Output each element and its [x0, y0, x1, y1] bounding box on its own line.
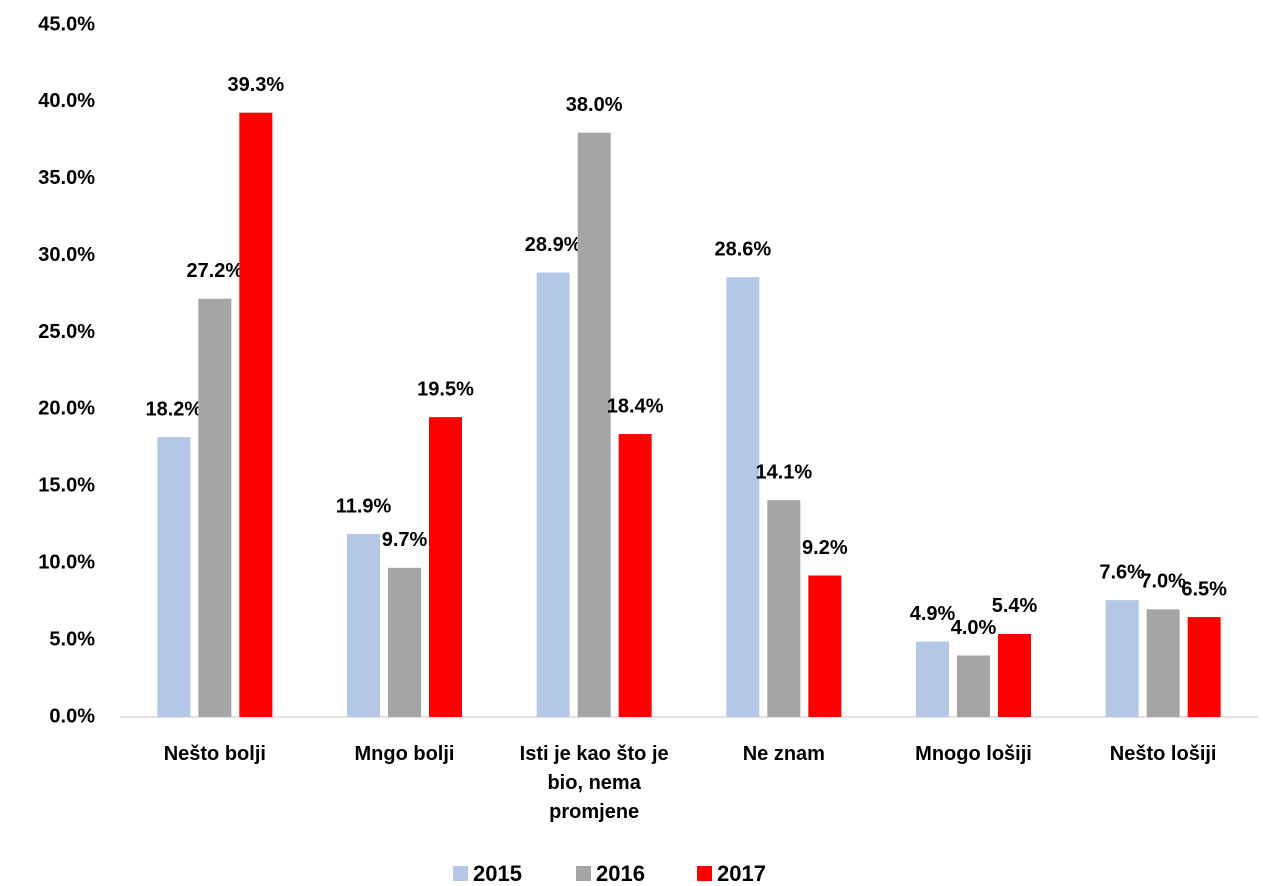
bar [239, 112, 273, 718]
legend-swatch [576, 866, 591, 881]
data-label: 39.3% [227, 74, 284, 96]
y-tick-label: 0.0% [49, 705, 95, 727]
data-label: 4.0% [951, 617, 997, 639]
bar [577, 132, 611, 718]
x-tick-label: Mngo bolji [354, 743, 455, 765]
bar [388, 567, 421, 717]
y-tick-label: 15.0% [38, 475, 95, 497]
bar [618, 434, 652, 717]
data-label: 28.9% [525, 234, 582, 256]
data-label: 5.4% [992, 595, 1038, 617]
data-label: 18.4% [607, 395, 664, 417]
bar [157, 437, 191, 717]
bar [536, 272, 570, 717]
data-label: 14.1% [755, 461, 812, 483]
x-tick-label: Isti je kao što je bio, nema promjene [519, 743, 669, 823]
legend-label: 2015 [473, 861, 522, 886]
y-tick-label: 40.0% [38, 90, 95, 112]
data-label: 38.0% [566, 94, 623, 116]
data-label: 28.6% [714, 238, 771, 260]
bar [767, 500, 801, 717]
bar [429, 417, 462, 717]
data-label: 27.2% [186, 260, 243, 282]
data-label: 18.2% [145, 398, 202, 420]
data-label: 7.0% [1140, 571, 1186, 593]
bar [1146, 609, 1180, 717]
bar [1187, 617, 1221, 717]
bar [1105, 600, 1139, 717]
legend-label: 2016 [596, 861, 645, 886]
y-tick-label: 30.0% [38, 244, 95, 266]
data-label: 9.7% [382, 529, 428, 551]
bar [726, 277, 760, 717]
y-tick-label: 25.0% [38, 321, 95, 343]
legend-swatch [453, 866, 468, 881]
data-label: 19.5% [417, 378, 474, 400]
data-label: 6.5% [1181, 578, 1227, 600]
y-tick-label: 5.0% [49, 628, 95, 650]
data-label: 7.6% [1099, 561, 1145, 583]
x-tick-label: Nešto lošiji [1109, 743, 1217, 765]
legend-swatch [697, 866, 712, 881]
x-tick-label: Nešto bolji [163, 743, 266, 765]
bar [808, 575, 842, 717]
data-label: 11.9% [336, 495, 392, 517]
bar [198, 298, 232, 717]
data-label: 4.9% [910, 603, 956, 625]
x-tick-label: Ne znam [742, 743, 825, 765]
legend-label: 2017 [717, 861, 766, 886]
data-label: 9.2% [802, 537, 848, 559]
bar [998, 633, 1031, 717]
y-tick-label: 45.0% [38, 13, 95, 35]
bar [347, 534, 380, 717]
x-tick-label: Mnogo lošiji [915, 743, 1032, 765]
y-tick-label: 10.0% [38, 552, 95, 574]
bar [957, 655, 990, 717]
bar [916, 641, 949, 717]
y-tick-label: 20.0% [38, 398, 95, 420]
y-tick-label: 35.0% [38, 167, 95, 189]
